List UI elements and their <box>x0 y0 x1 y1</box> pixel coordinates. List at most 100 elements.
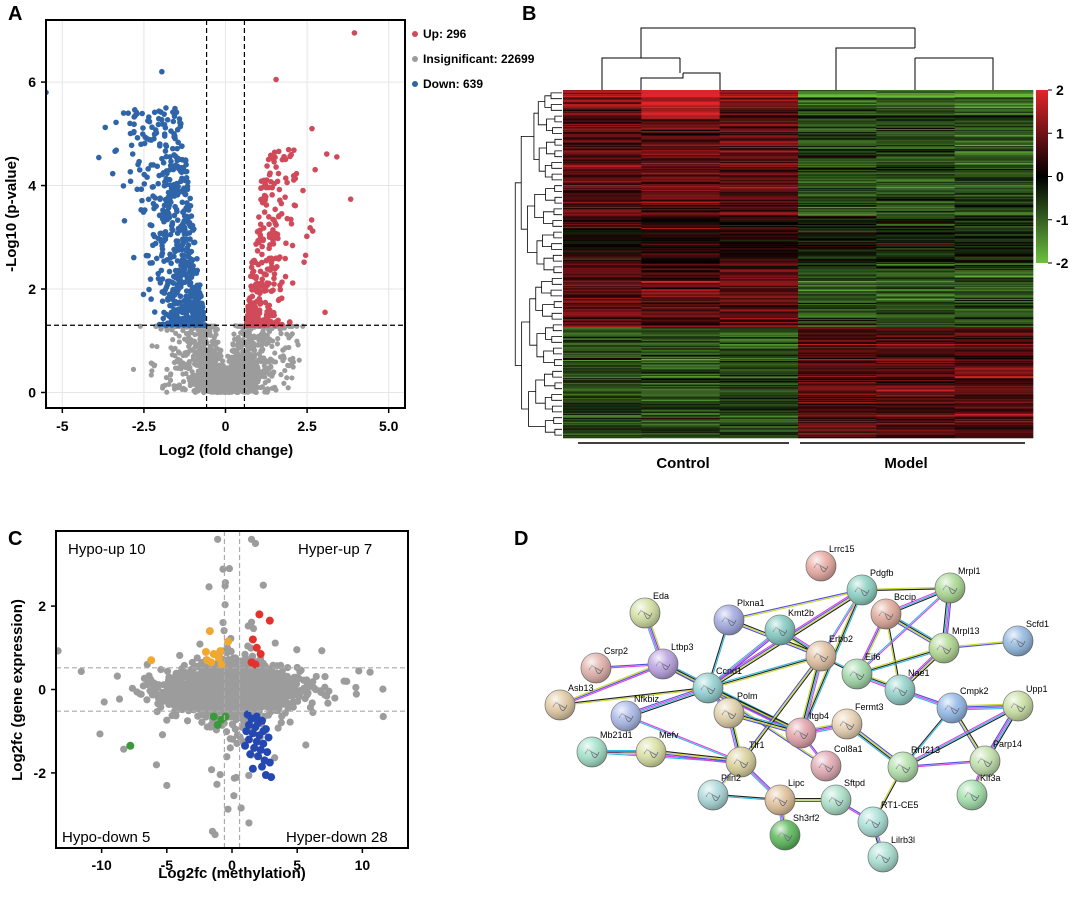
up-point <box>309 125 315 132</box>
insignificant-point <box>195 368 201 374</box>
down-point <box>166 268 173 275</box>
row-dendrogram-branch <box>554 115 562 123</box>
insignificant-point <box>239 353 245 359</box>
down-point <box>147 276 154 282</box>
down-point <box>164 170 170 177</box>
up-point <box>281 154 287 160</box>
row-dendrogram-branch <box>514 182 522 366</box>
insignificant-point <box>209 338 215 345</box>
insignificant-point <box>260 346 266 353</box>
up-point <box>275 170 282 177</box>
down-point <box>133 109 140 116</box>
quadrant-plot: -10 -5 0 5 10-202 Hypo-up 10 Hyper-up 7 Hypo… <box>9 530 409 882</box>
down-point <box>128 142 135 149</box>
row-dendrogram-branch <box>552 127 562 134</box>
up-point <box>323 151 330 157</box>
insignificant-point <box>173 330 179 336</box>
up-point <box>271 281 277 287</box>
row-dendrogram-branch <box>544 397 553 410</box>
down-point <box>131 121 137 128</box>
up-point <box>289 280 296 286</box>
down-point <box>151 233 158 240</box>
insignificant-point <box>175 349 182 355</box>
insignificant-point <box>252 347 258 353</box>
insignificant-point <box>272 350 278 356</box>
group-label-control: Control <box>656 455 709 472</box>
down-point <box>194 255 200 262</box>
row-dendrogram-branch <box>544 95 552 108</box>
down-point <box>136 158 142 165</box>
insignificant-point <box>212 365 218 371</box>
row-dendrogram-branch <box>541 281 553 294</box>
down-point <box>195 297 201 304</box>
row-dendrogram-branch <box>551 394 562 401</box>
down-point <box>191 239 198 246</box>
insignificant-point <box>260 328 266 334</box>
up-point <box>278 200 285 207</box>
insignificant-point <box>164 327 170 333</box>
down-point <box>188 248 195 255</box>
down-point <box>148 296 154 302</box>
down-point <box>163 105 169 111</box>
insignificant-point <box>282 367 288 374</box>
insignificant-point <box>220 362 226 369</box>
row-dendrogram-branch <box>551 243 562 250</box>
down-point <box>183 205 189 211</box>
down-point <box>153 130 160 136</box>
insignificant-point <box>278 331 284 337</box>
insignificant-point <box>269 343 275 349</box>
insignificant-point <box>251 369 257 375</box>
down-point <box>192 315 199 321</box>
row-dendrogram-branch <box>551 336 562 343</box>
down-point <box>168 260 174 267</box>
legend-insig-marker <box>412 56 418 62</box>
legend-down-label: Down: 639 <box>423 77 483 91</box>
up-point <box>249 304 255 311</box>
down-point <box>185 216 191 222</box>
up-point <box>351 30 358 36</box>
up-point <box>277 254 283 260</box>
insignificant-point <box>281 380 287 386</box>
down-point <box>154 163 161 170</box>
insignificant-point <box>277 326 283 333</box>
down-point <box>184 246 191 252</box>
down-point <box>180 252 187 259</box>
down-point <box>131 128 137 135</box>
down-point <box>161 133 168 139</box>
down-point <box>125 110 132 116</box>
up-point <box>259 243 265 250</box>
up-point <box>256 214 262 220</box>
insignificant-point <box>274 341 281 347</box>
up-point <box>249 287 255 293</box>
panel-letter-b: B <box>522 3 536 25</box>
down-point <box>167 302 173 309</box>
down-point <box>130 254 137 261</box>
row-dendrogram-branch <box>554 196 562 204</box>
up-point <box>254 248 261 254</box>
up-point <box>285 146 292 153</box>
down-point <box>194 302 201 308</box>
down-point <box>156 321 163 328</box>
up-point <box>271 158 277 165</box>
down-point <box>95 154 102 161</box>
insignificant-point <box>242 389 248 395</box>
insignificant-point <box>214 326 220 332</box>
insignificant-point <box>183 370 189 377</box>
up-point <box>268 260 275 266</box>
insignificant-point <box>249 374 256 380</box>
insignificant-point <box>239 371 245 377</box>
up-point <box>284 215 291 222</box>
row-dendrogram-branch <box>536 333 546 358</box>
insignificant-point <box>261 363 267 369</box>
volcano-legend: Up: 296 Insignificant: 22699 Down: 639 <box>412 27 535 91</box>
volcano-ylabel: -Log10 (p-value) <box>3 156 20 272</box>
insignificant-point <box>223 379 229 385</box>
insignificant-point <box>285 385 291 391</box>
down-point <box>167 195 173 202</box>
down-point <box>174 180 180 187</box>
up-point <box>282 273 289 280</box>
insignificant-point <box>237 358 243 365</box>
up-point <box>276 186 283 193</box>
down-point <box>138 186 145 193</box>
row-dendrogram-branch <box>544 165 553 178</box>
